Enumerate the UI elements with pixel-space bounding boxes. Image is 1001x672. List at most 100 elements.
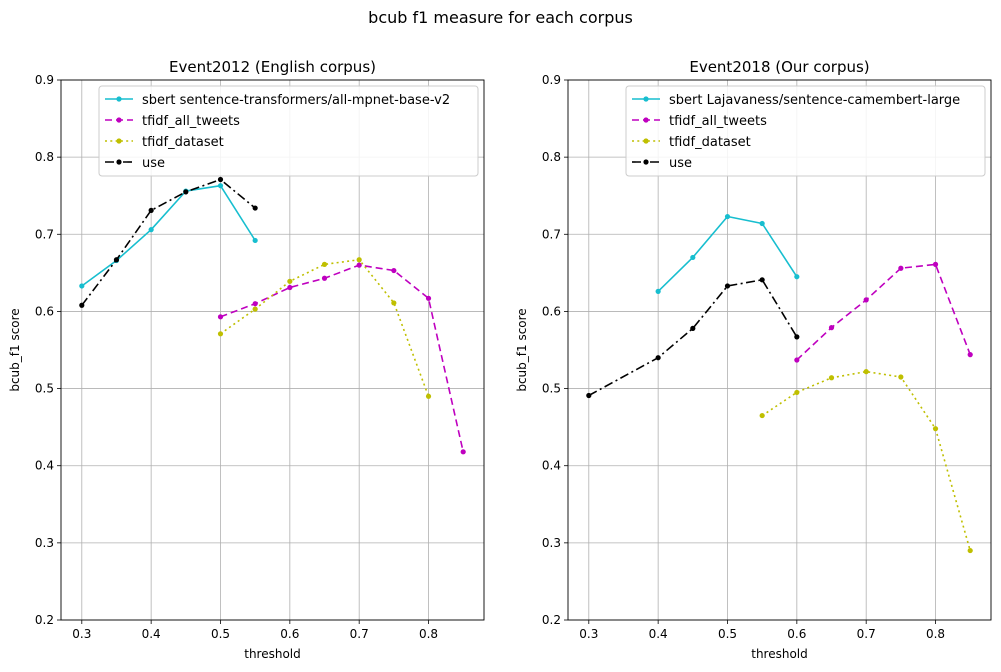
- y-tick-label: 0.6: [542, 304, 561, 318]
- data-point-tfidf_dataset: [759, 412, 765, 419]
- x-tick-label: 0.6: [280, 627, 299, 641]
- chart-title: Event2018 (Our corpus): [689, 58, 869, 76]
- data-point-tfidf_all_tweets: [252, 301, 258, 307]
- legend-label-tfidf_all_tweets: tfidf_all_tweets: [669, 114, 767, 129]
- y-tick-label: 0.8: [35, 150, 54, 164]
- legend: sbert Lajavaness/sentence-camembert-larg…: [625, 85, 986, 177]
- data-point-use: [217, 176, 224, 183]
- data-point-use: [148, 207, 154, 213]
- series-line-use: [588, 278, 798, 397]
- data-point-tfidf_all_tweets: [967, 352, 973, 358]
- y-tick-label: 0.4: [35, 459, 54, 473]
- x-tick-label: 0.5: [211, 627, 230, 641]
- data-point-tfidf_dataset: [794, 389, 800, 396]
- y-tick-label: 0.8: [542, 150, 561, 164]
- data-point-tfidf_all_tweets: [356, 262, 362, 268]
- plot-frame: [60, 79, 485, 621]
- data-point-tfidf_all_tweets: [321, 275, 328, 281]
- legend-marker-tfidf_all_tweets: [643, 117, 649, 123]
- y-tick-label: 0.5: [35, 382, 54, 396]
- data-point-sbert: [655, 288, 661, 294]
- data-point-use: [113, 257, 120, 263]
- legend-label-sbert: sbert Lajavaness/sentence-camembert-larg…: [669, 93, 960, 108]
- x-tick-label: 0.3: [579, 627, 598, 641]
- legend-marker-tfidf_dataset: [643, 138, 649, 144]
- data-point-tfidf_dataset: [321, 261, 328, 267]
- series-line-sbert: [81, 184, 256, 287]
- chart-title: Event2012 (English corpus): [169, 58, 376, 76]
- x-tick-label: 0.7: [857, 627, 876, 641]
- legend-marker-sbert: [643, 96, 649, 102]
- legend-label-use: use: [142, 156, 165, 171]
- legend: sbert sentence-transformers/all-mpnet-ba…: [98, 85, 479, 177]
- data-point-tfidf_dataset: [356, 257, 362, 263]
- data-point-sbert: [794, 274, 800, 280]
- x-tick-label: 0.5: [718, 627, 737, 641]
- data-point-tfidf_dataset: [932, 426, 939, 432]
- legend-label-tfidf_dataset: tfidf_dataset: [669, 135, 751, 150]
- data-point-tfidf_dataset: [252, 306, 258, 312]
- data-point-sbert: [690, 254, 696, 261]
- data-point-use: [252, 205, 258, 211]
- y-tick-label: 0.3: [542, 536, 561, 550]
- data-point-tfidf_dataset: [898, 374, 904, 380]
- data-point-use: [794, 334, 800, 340]
- x-tick-label: 0.8: [419, 627, 438, 641]
- legend-label-use: use: [669, 156, 692, 171]
- x-tick-label: 0.7: [350, 627, 369, 641]
- data-point-sbert: [79, 283, 85, 289]
- x-tick-label: 0.4: [649, 627, 668, 641]
- data-point-tfidf_all_tweets: [828, 325, 835, 331]
- legend-box: [625, 85, 986, 177]
- y-tick-label: 0.7: [35, 227, 54, 241]
- legend-label-tfidf_all_tweets: tfidf_all_tweets: [142, 114, 240, 129]
- data-point-tfidf_dataset: [967, 547, 973, 554]
- data-point-use: [79, 302, 85, 308]
- figure-title: bcub f1 measure for each corpus: [368, 8, 633, 27]
- data-point-tfidf_all_tweets: [460, 449, 466, 455]
- x-tick-label: 0.8: [926, 627, 945, 641]
- x-tick-label: 0.4: [142, 627, 161, 641]
- data-point-sbert: [217, 183, 224, 189]
- legend-marker-use: [116, 159, 122, 165]
- data-point-use: [183, 189, 189, 195]
- y-tick-label: 0.9: [35, 73, 54, 87]
- series-line-use: [81, 178, 256, 306]
- data-point-sbert: [148, 227, 154, 233]
- x-axis-label: threshold: [751, 647, 808, 661]
- y-tick-label: 0.5: [542, 382, 561, 396]
- data-point-sbert: [724, 213, 731, 220]
- data-point-use: [655, 355, 661, 361]
- data-point-tfidf_all_tweets: [425, 295, 432, 301]
- legend-label-tfidf_dataset: tfidf_dataset: [142, 135, 224, 150]
- legend-label-sbert: sbert sentence-transformers/all-mpnet-ba…: [142, 93, 450, 108]
- legend-marker-tfidf_dataset: [116, 138, 122, 144]
- chart-panel-2: 0.3 0.4 0.5 0.6 0.7 0.8 0.2 0.3 0.4 0.5 0.6 0.7 0.8 0…: [515, 58, 992, 661]
- data-point-tfidf_all_tweets: [932, 261, 939, 267]
- data-point-sbert: [759, 220, 765, 227]
- legend-box: [98, 85, 479, 177]
- data-point-tfidf_dataset: [217, 331, 224, 337]
- legend-marker-sbert: [116, 96, 122, 102]
- x-tick-label: 0.6: [787, 627, 806, 641]
- y-axis-label: bcub_f1 score: [8, 308, 22, 391]
- y-tick-label: 0.9: [542, 73, 561, 87]
- data-point-tfidf_all_tweets: [287, 284, 293, 291]
- series-line-tfidf_all_tweets: [796, 263, 971, 361]
- y-tick-label: 0.3: [35, 536, 54, 550]
- data-point-use: [759, 277, 765, 283]
- data-point-use: [724, 283, 731, 289]
- data-point-tfidf_all_tweets: [898, 265, 904, 271]
- data-point-tfidf_all_tweets: [863, 297, 869, 303]
- series-line-tfidf_all_tweets: [220, 264, 464, 452]
- data-point-tfidf_dataset: [863, 369, 869, 375]
- data-point-tfidf_all_tweets: [794, 357, 800, 363]
- y-tick-label: 0.2: [35, 613, 54, 627]
- x-tick-label: 0.3: [72, 627, 91, 641]
- plot-frame: [567, 79, 992, 621]
- data-point-tfidf_dataset: [391, 300, 397, 306]
- data-point-tfidf_dataset: [425, 393, 432, 399]
- data-point-sbert: [252, 237, 258, 244]
- data-point-tfidf_dataset: [828, 375, 835, 381]
